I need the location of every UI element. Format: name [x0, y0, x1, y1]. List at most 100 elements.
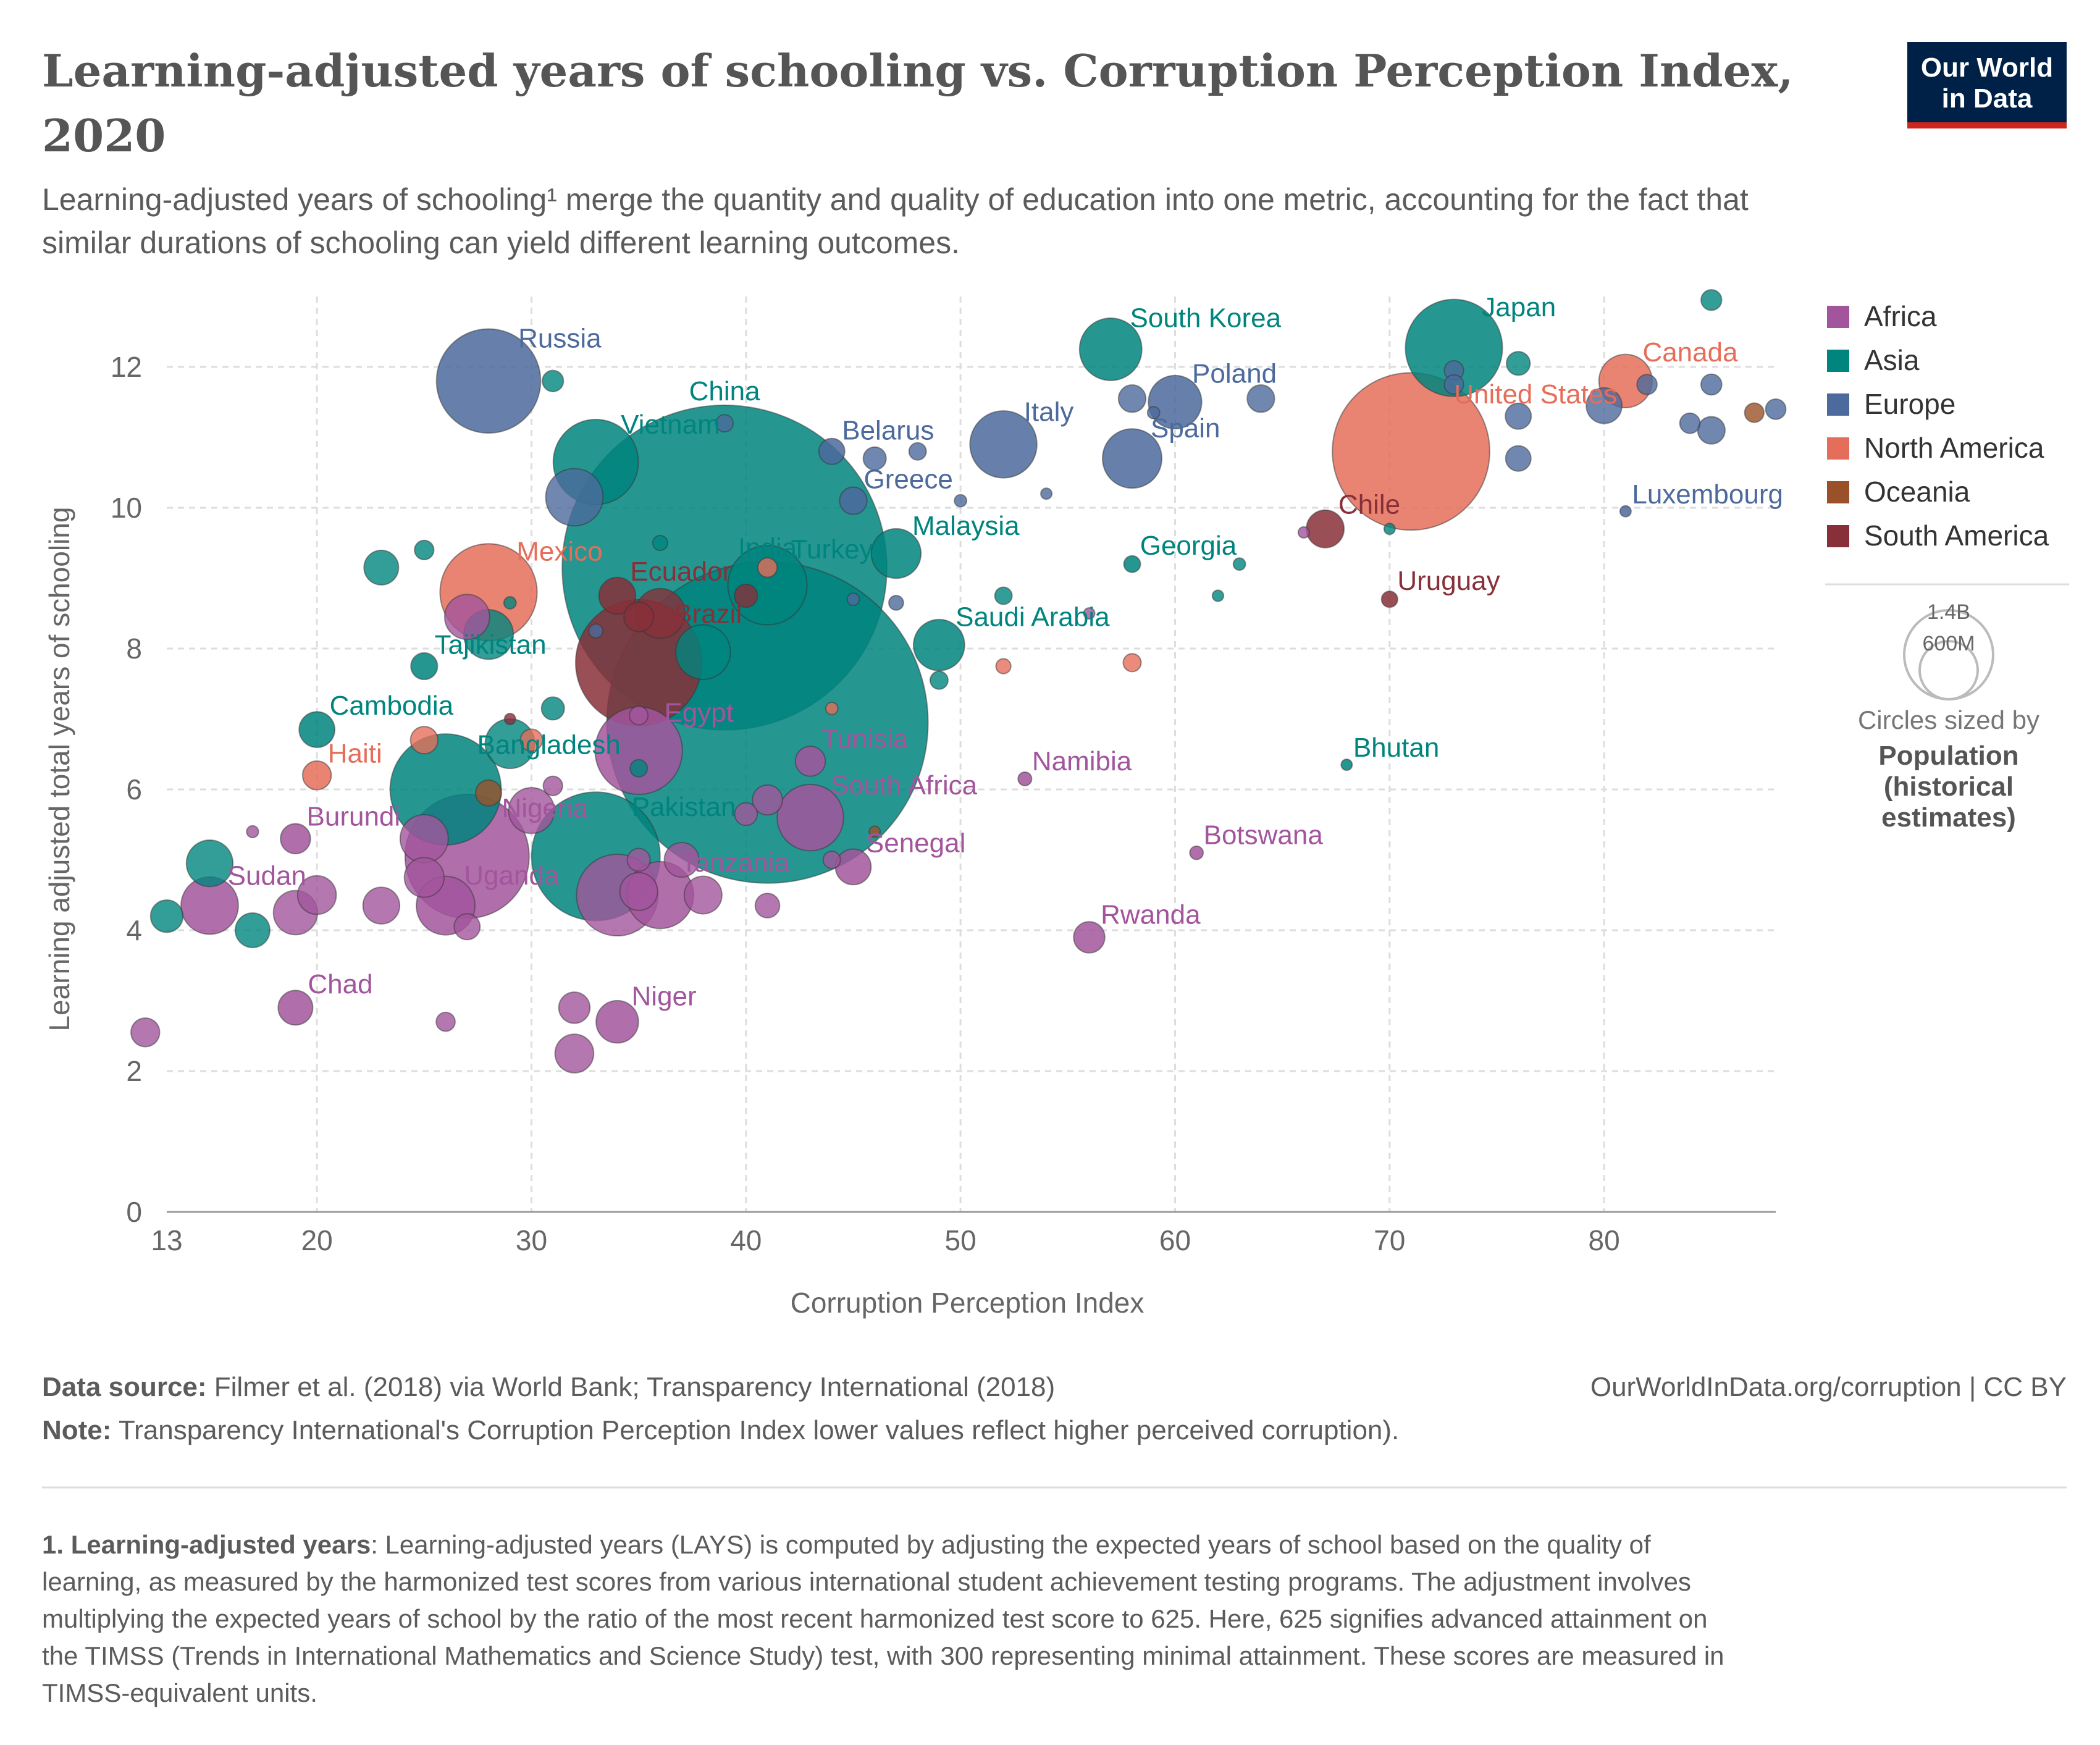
data-point[interactable] — [277, 990, 314, 1026]
data-point[interactable] — [754, 893, 781, 919]
data-point[interactable] — [403, 857, 445, 898]
data-point[interactable] — [1383, 523, 1396, 536]
data-point[interactable] — [995, 658, 1012, 675]
data-point[interactable] — [954, 494, 968, 508]
data-point[interactable] — [554, 1033, 595, 1074]
data-point[interactable] — [629, 705, 649, 726]
data-point[interactable] — [1332, 372, 1490, 531]
data-point[interactable] — [1189, 845, 1204, 860]
source-url[interactable]: OurWorldInData.org/corruption | CC BY — [1590, 1372, 2067, 1402]
data-point[interactable] — [1148, 374, 1203, 430]
data-point[interactable] — [776, 783, 844, 852]
data-point[interactable] — [626, 847, 651, 872]
data-point[interactable] — [595, 999, 639, 1044]
data-point[interactable] — [994, 586, 1013, 605]
data-point[interactable] — [715, 414, 734, 433]
data-point[interactable] — [1505, 445, 1532, 472]
data-point[interactable] — [822, 851, 841, 869]
data-point[interactable] — [825, 702, 839, 715]
data-point[interactable] — [519, 728, 544, 752]
data-point[interactable] — [558, 991, 591, 1024]
data-point[interactable] — [1017, 771, 1033, 786]
data-point[interactable] — [1679, 412, 1701, 434]
data-point[interactable] — [475, 779, 502, 807]
data-point[interactable] — [652, 534, 668, 552]
data-point[interactable] — [929, 670, 949, 690]
data-point[interactable] — [1619, 505, 1632, 518]
data-point[interactable] — [1586, 387, 1623, 424]
data-point[interactable] — [1146, 406, 1161, 419]
data-point[interactable] — [629, 759, 649, 778]
data-point[interactable] — [888, 594, 904, 611]
data-point[interactable] — [1636, 374, 1658, 395]
data-point[interactable] — [296, 875, 337, 915]
data-point[interactable] — [757, 557, 778, 578]
data-point[interactable] — [435, 1011, 456, 1032]
data-point[interactable] — [410, 652, 439, 681]
data-point[interactable] — [1123, 555, 1141, 573]
data-point[interactable] — [540, 696, 565, 721]
data-point[interactable] — [663, 842, 700, 878]
data-point[interactable] — [1117, 384, 1147, 413]
data-point[interactable] — [1697, 416, 1726, 445]
data-point[interactable] — [414, 539, 435, 561]
data-point[interactable] — [1340, 759, 1353, 772]
data-point[interactable] — [1443, 374, 1464, 395]
data-point[interactable] — [683, 875, 723, 915]
legend-label[interactable]: Africa — [1864, 300, 1937, 332]
data-point[interactable] — [619, 872, 658, 911]
data-point[interactable] — [1078, 317, 1143, 381]
data-point[interactable] — [399, 814, 449, 864]
data-point[interactable] — [246, 825, 259, 839]
data-point[interactable] — [1122, 653, 1142, 673]
data-point[interactable] — [542, 775, 563, 796]
data-point[interactable] — [1040, 487, 1053, 500]
data-point[interactable] — [862, 446, 887, 471]
data-point[interactable] — [1700, 288, 1723, 311]
data-point[interactable] — [362, 886, 401, 925]
data-point[interactable] — [363, 549, 400, 586]
data-point[interactable] — [130, 1017, 161, 1048]
data-point[interactable] — [280, 823, 311, 855]
data-point[interactable] — [1297, 526, 1310, 539]
legend-label[interactable]: Europe — [1864, 388, 1955, 420]
data-point[interactable] — [234, 912, 271, 948]
data-point[interactable] — [1700, 373, 1723, 396]
data-point[interactable] — [1232, 557, 1246, 571]
data-point[interactable] — [623, 601, 655, 633]
data-point[interactable] — [794, 746, 826, 777]
data-point[interactable] — [969, 410, 1038, 479]
data-point[interactable] — [503, 713, 516, 725]
legend-label[interactable]: Asia — [1864, 344, 1920, 376]
owid-logo[interactable]: Our World in Data — [1907, 42, 2067, 128]
legend-label[interactable]: North America — [1864, 432, 2044, 464]
data-point[interactable] — [435, 328, 542, 434]
data-point[interactable] — [149, 899, 184, 933]
data-point[interactable] — [185, 839, 234, 888]
data-point[interactable] — [870, 528, 922, 579]
data-point[interactable] — [912, 618, 965, 671]
legend-label[interactable]: South America — [1864, 519, 2049, 552]
data-point[interactable] — [1073, 921, 1106, 954]
data-point[interactable] — [1505, 402, 1532, 430]
data-point[interactable] — [1246, 384, 1275, 413]
data-point[interactable] — [818, 437, 846, 465]
data-point[interactable] — [1102, 428, 1162, 489]
data-point[interactable] — [588, 623, 603, 639]
data-point[interactable] — [1744, 402, 1765, 423]
data-point[interactable] — [1380, 591, 1398, 608]
data-point[interactable] — [545, 468, 604, 527]
data-point[interactable] — [839, 486, 868, 515]
data-point[interactable] — [1083, 607, 1096, 620]
data-point[interactable] — [508, 787, 555, 835]
data-point[interactable] — [301, 760, 332, 791]
data-point[interactable] — [443, 594, 490, 641]
data-point[interactable] — [1765, 398, 1787, 420]
data-point[interactable] — [503, 596, 517, 610]
data-point[interactable] — [868, 825, 881, 838]
data-point[interactable] — [1211, 589, 1225, 602]
data-point[interactable] — [908, 442, 927, 461]
legend-label[interactable]: Oceania — [1864, 476, 1970, 508]
data-point[interactable] — [298, 711, 335, 748]
data-point[interactable] — [752, 784, 783, 816]
